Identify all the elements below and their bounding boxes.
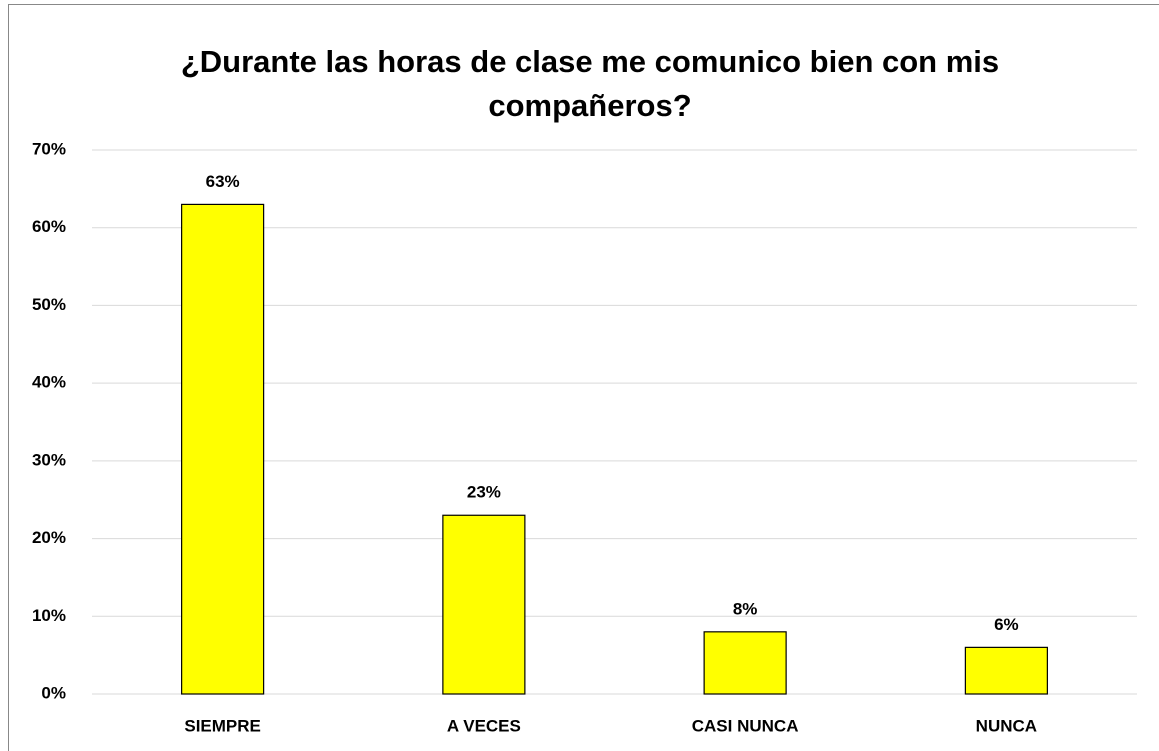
y-tick-label: 60% [32, 217, 66, 236]
y-tick-label: 70% [32, 139, 66, 158]
y-tick-label: 50% [32, 295, 66, 314]
y-tick-label: 20% [32, 528, 66, 547]
y-tick-label: 30% [32, 450, 66, 469]
x-tick-label: SIEMPRE [184, 716, 261, 735]
bar [964, 646, 1048, 695]
data-label: 8% [733, 599, 758, 618]
y-tick-label: 0% [41, 683, 66, 702]
bar [703, 631, 787, 695]
chart-title: ¿Durante las horas de clase me comunico … [180, 44, 1000, 123]
data-label: 6% [994, 615, 1019, 634]
bar [442, 514, 526, 695]
y-tick-label: 40% [32, 373, 66, 392]
y-tick-label: 10% [32, 606, 66, 625]
chart-border [8, 4, 1159, 751]
x-tick-label: NUNCA [976, 716, 1037, 735]
data-label: 23% [467, 483, 501, 502]
data-label: 63% [206, 172, 240, 191]
bar [181, 203, 265, 695]
x-tick-label: A VECES [447, 716, 521, 735]
x-tick-label: CASI NUNCA [692, 716, 799, 735]
